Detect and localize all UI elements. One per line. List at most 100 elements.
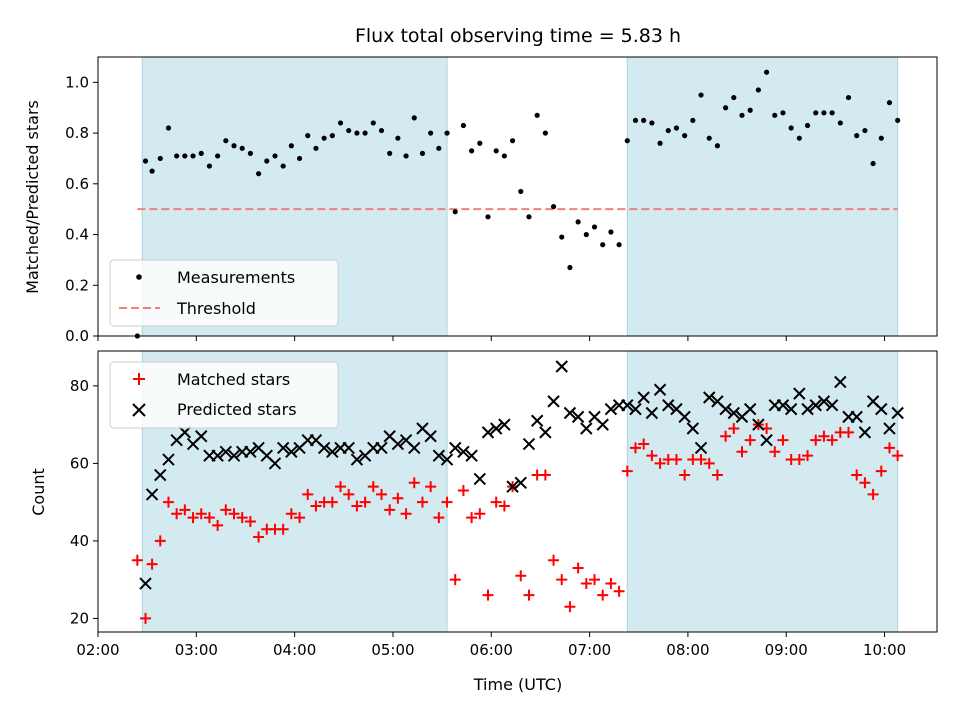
measurement-point xyxy=(641,117,647,124)
bottom-axes-frame xyxy=(97,350,938,633)
predicted-star-point xyxy=(817,395,831,408)
predicted-star-point xyxy=(211,449,224,462)
predicted-star-point xyxy=(563,406,577,420)
predicted-star-point xyxy=(481,426,495,439)
matched-star-point xyxy=(212,519,224,531)
matched-star-point xyxy=(867,488,879,500)
x-tick-label: 05:00 xyxy=(371,641,414,659)
measurement-point xyxy=(591,224,598,230)
measurement-point xyxy=(501,153,507,159)
matched-star-point xyxy=(728,423,740,435)
measurement-point xyxy=(403,153,409,159)
matched-star-point xyxy=(482,589,494,601)
measurement-point xyxy=(239,145,245,151)
measurement-point xyxy=(895,117,901,124)
bottom-legend: Matched stars Predicted stars xyxy=(109,361,339,429)
bottom-y-tick-label: 80 xyxy=(70,377,89,395)
matched-star-point xyxy=(564,601,576,613)
predicted-star-point xyxy=(793,387,806,400)
measurement-point xyxy=(346,127,352,134)
matched-star-point xyxy=(425,481,437,493)
matched-star-point xyxy=(605,578,617,590)
matched-star-point xyxy=(449,574,461,586)
measurement-point xyxy=(714,143,721,149)
matched-star-point xyxy=(654,457,666,469)
measurement-point xyxy=(821,110,827,116)
x-tick-label: 07:00 xyxy=(568,641,611,659)
x-tick-label: 08:00 xyxy=(666,641,709,659)
matched-star-point xyxy=(140,612,152,624)
matched-star-point xyxy=(335,481,347,493)
matched-star-point xyxy=(892,450,904,462)
predicted-star-point xyxy=(317,441,331,455)
predicted-star-point xyxy=(629,402,642,416)
matched-star-point xyxy=(498,500,510,512)
predicted-star-point xyxy=(465,449,478,462)
matched-star-point xyxy=(523,589,535,601)
matched-star-point xyxy=(195,508,207,520)
predicted-star-point xyxy=(858,426,872,439)
measurement-point xyxy=(247,150,253,156)
legend-predicted-label: Predicted stars xyxy=(177,400,297,419)
measurement-point xyxy=(272,153,278,159)
matched-star-point xyxy=(375,488,387,500)
predicted-star-point xyxy=(195,430,208,443)
measurement-point xyxy=(378,127,385,134)
matched-star-point xyxy=(843,426,855,438)
measurement-point xyxy=(870,160,876,167)
predicted-star-point xyxy=(719,402,732,416)
legend-threshold-label: Threshold xyxy=(176,299,256,318)
matched-star-point xyxy=(638,438,650,450)
predicted-star-point xyxy=(285,445,298,458)
measurement-point xyxy=(198,150,204,156)
predicted-star-point xyxy=(522,437,536,451)
predicted-star-point xyxy=(686,422,700,435)
measurement-point xyxy=(452,209,458,215)
predicted-star-point xyxy=(227,449,241,462)
predicted-star-point xyxy=(653,383,667,396)
measurement-point xyxy=(362,130,368,136)
matched-star-point xyxy=(621,465,633,477)
predicted-star-point xyxy=(571,410,585,424)
predicted-star-point xyxy=(514,476,527,489)
matched-star-point xyxy=(187,512,199,524)
top-y-tick-label: 0.8 xyxy=(65,124,89,142)
predicted-star-point xyxy=(547,395,560,408)
measurement-point xyxy=(395,135,401,141)
top-x-ticks xyxy=(97,336,886,341)
predicted-star-point xyxy=(424,430,437,443)
predicted-star-point xyxy=(825,399,839,412)
matched-star-point xyxy=(228,508,240,520)
predicted-star-point xyxy=(752,418,765,431)
predicted-star-point xyxy=(883,422,896,435)
matched-star-point xyxy=(220,504,232,516)
matched-star-point xyxy=(777,434,789,446)
x-tick-label: 04:00 xyxy=(273,641,316,659)
predicted-star-point xyxy=(596,418,609,431)
predicted-star-point xyxy=(555,360,568,373)
matched-star-point xyxy=(474,508,486,520)
predicted-star-point xyxy=(449,441,462,455)
measurement-point xyxy=(264,158,270,164)
measurement-point xyxy=(886,100,893,106)
measurement-point xyxy=(157,155,163,162)
predicted-star-point xyxy=(743,402,757,416)
matched-star-point xyxy=(744,434,756,446)
x-axis-label: Time (UTC) xyxy=(473,675,562,694)
measurement-point xyxy=(477,140,483,146)
predicted-star-point xyxy=(621,399,634,412)
matched-star-point xyxy=(203,512,215,524)
measurement-point xyxy=(575,219,581,225)
predicted-star-point xyxy=(268,457,282,470)
predicted-star-point xyxy=(801,402,814,416)
top-series-layer xyxy=(134,69,901,339)
matched-star-point xyxy=(556,574,568,586)
x-tick-label: 10:00 xyxy=(863,641,906,659)
measurement-point xyxy=(231,143,237,149)
matched-star-point xyxy=(162,496,174,508)
measurement-point xyxy=(649,120,655,126)
predicted-star-point xyxy=(776,399,790,412)
measurement-point xyxy=(673,125,680,131)
top-y-tick-label: 0.4 xyxy=(65,226,89,244)
matched-star-point xyxy=(441,496,453,508)
